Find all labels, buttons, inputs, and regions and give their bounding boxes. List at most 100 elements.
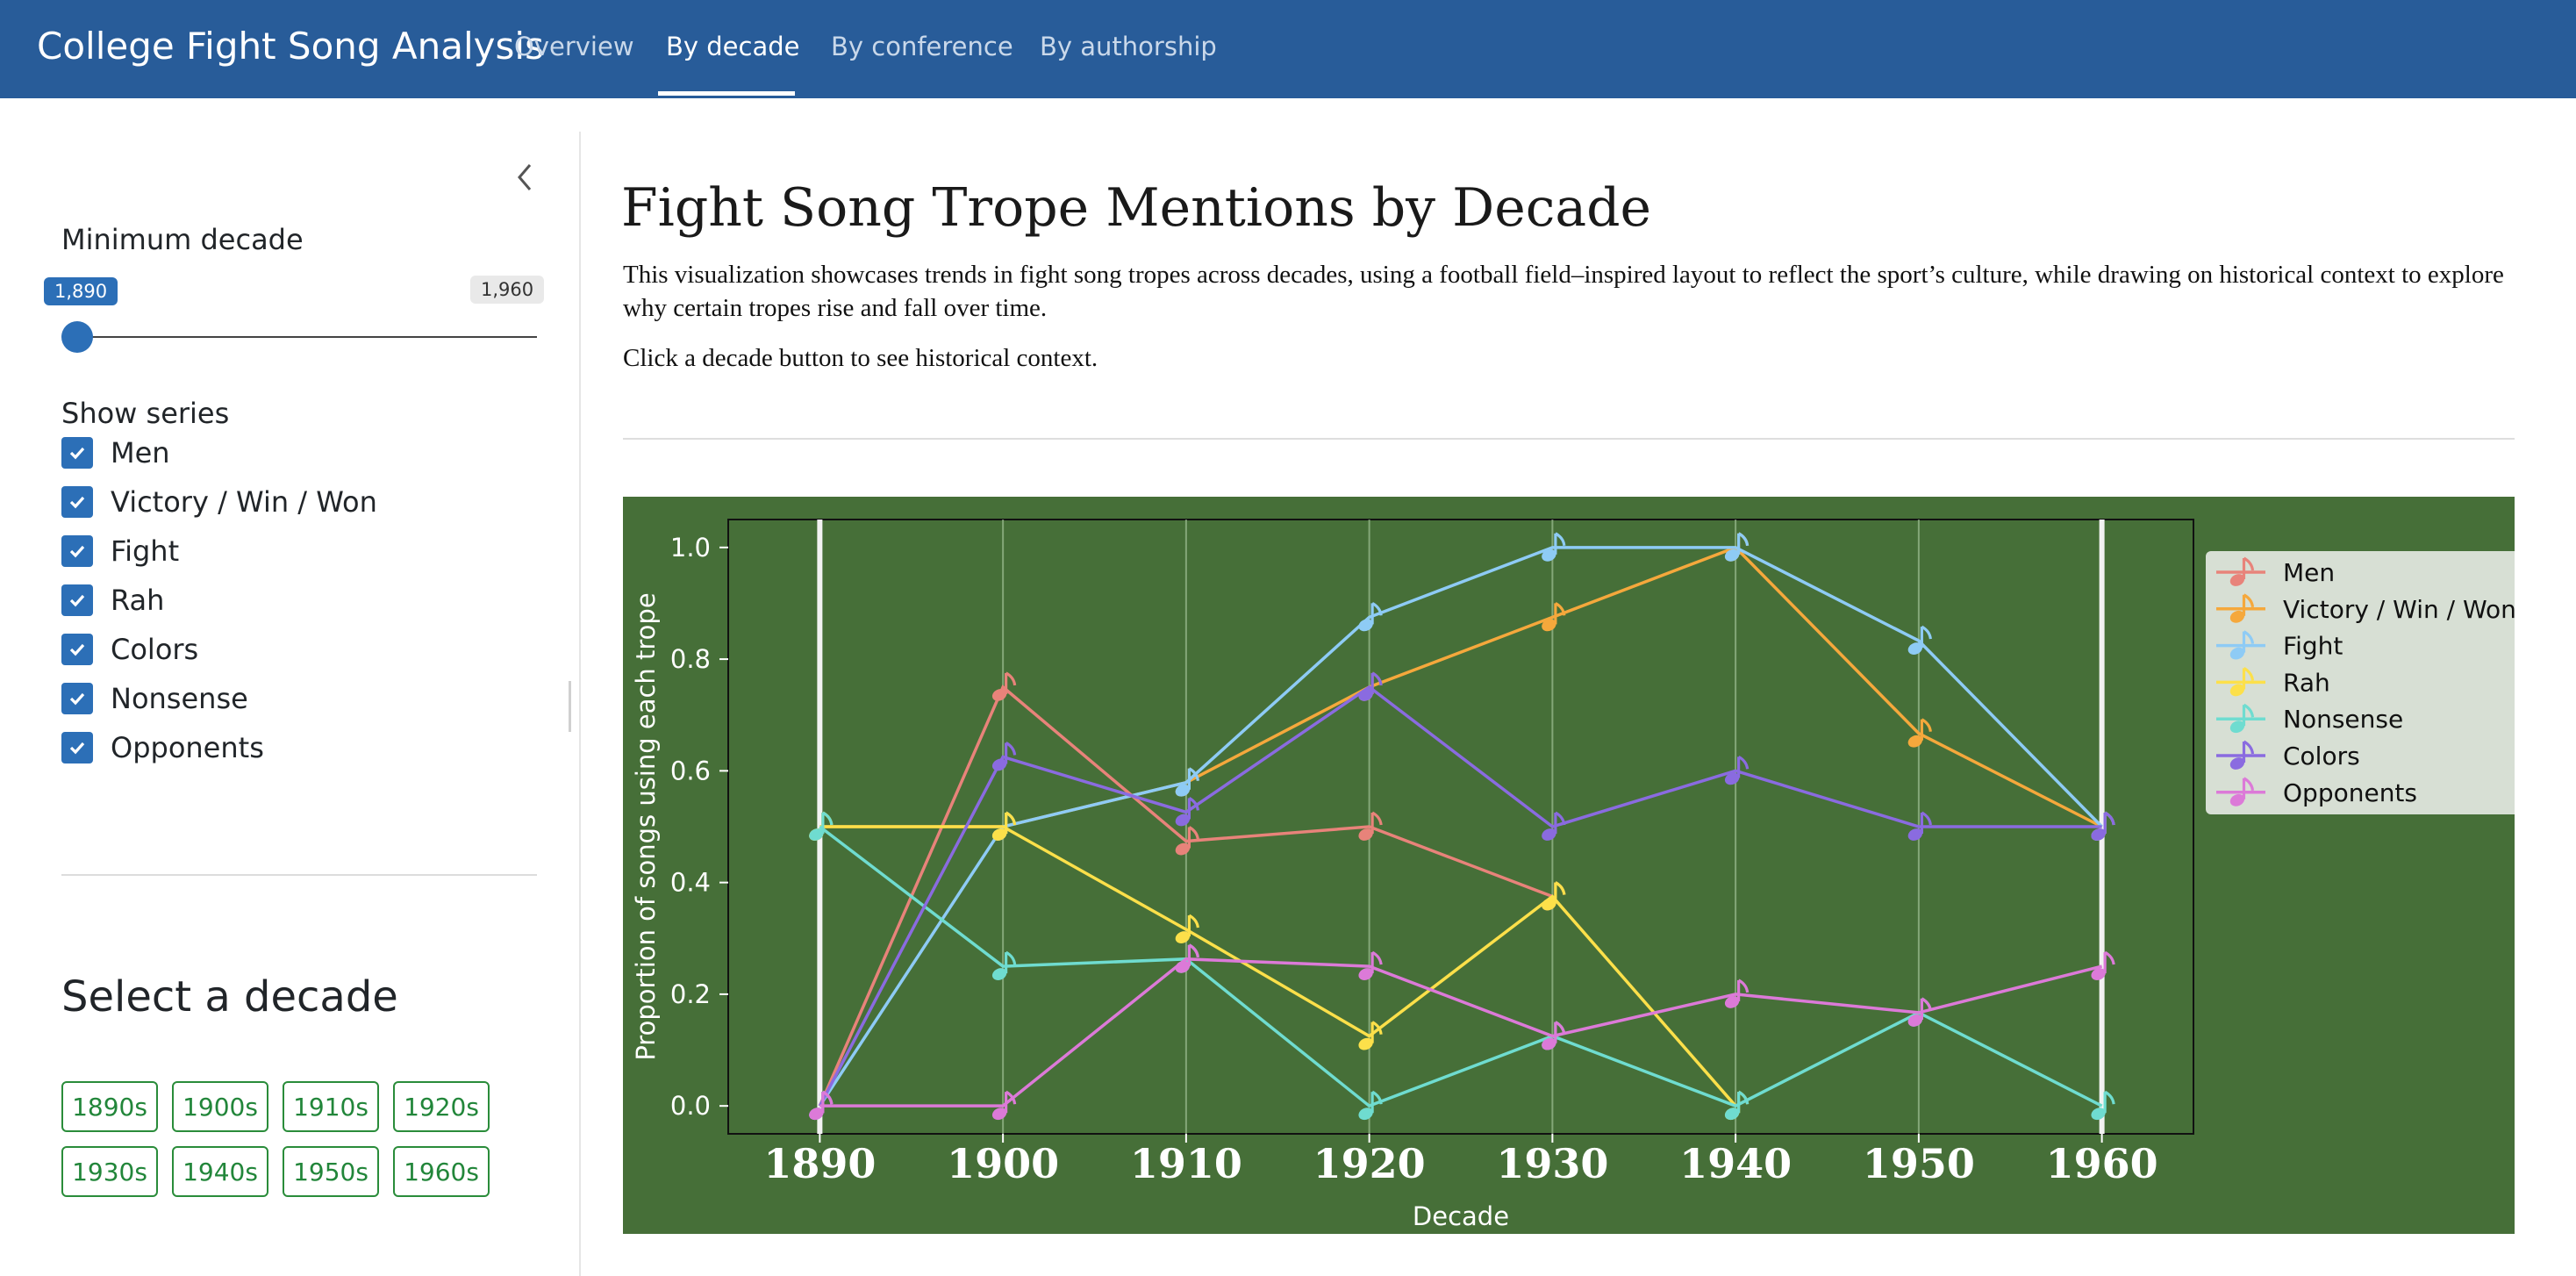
legend-note-icon xyxy=(2229,740,2255,770)
series-line-rah xyxy=(819,825,1737,1108)
decade-button-1910s[interactable]: 1910s xyxy=(283,1081,379,1132)
legend-note-icon xyxy=(2229,703,2255,734)
data-point-men xyxy=(1358,811,1383,841)
data-point-opponents xyxy=(1358,950,1383,980)
min-decade-label: Minimum decade xyxy=(61,223,304,256)
checkbox-checked-icon[interactable] xyxy=(61,584,93,616)
data-point-fight xyxy=(1724,532,1750,562)
data-point-nonsense xyxy=(991,950,1017,980)
x-tick-label: 1940 xyxy=(1679,1140,1792,1187)
legend-note-icon xyxy=(2229,667,2255,697)
checkbox-checked-icon[interactable] xyxy=(61,535,93,567)
series-checkbox-fight[interactable]: Fight xyxy=(61,534,179,569)
legend-note-icon xyxy=(2229,593,2255,623)
y-tick-label: 0.8 xyxy=(670,644,711,674)
data-point-colors xyxy=(1724,755,1750,785)
series-checkbox-opponents[interactable]: Opponents xyxy=(61,730,264,765)
plot-frame xyxy=(727,519,2194,1135)
data-point-men xyxy=(991,671,1017,701)
chevron-left-icon xyxy=(518,164,532,190)
data-point-nonsense xyxy=(2091,1090,2115,1121)
tab-by-decade[interactable]: By decade xyxy=(666,32,800,61)
data-point-victory-win-won xyxy=(1907,718,1932,748)
decade-button-1940s[interactable]: 1940s xyxy=(172,1146,268,1197)
x-tick-label: 1910 xyxy=(1130,1140,1242,1187)
checkbox-checked-icon[interactable] xyxy=(61,732,93,763)
trope-chart-svg: 0.0 0.2 0.4 0.6 0.8 1.0 1890 1900 1910 1920 1930 19… xyxy=(623,497,2523,1234)
app-title: College Fight Song Analysis xyxy=(37,25,544,68)
series-line-fight xyxy=(818,546,2103,1108)
legend-label: Men xyxy=(2283,558,2335,587)
min-decade-slider[interactable] xyxy=(77,336,537,338)
decade-button-1890s[interactable]: 1890s xyxy=(61,1081,158,1132)
data-point-men xyxy=(1175,826,1199,856)
checkbox-checked-icon[interactable] xyxy=(61,486,93,518)
active-tab-indicator xyxy=(658,91,795,96)
series-checkbox-label: Colors xyxy=(111,633,199,666)
data-point-victory-win-won xyxy=(1542,601,1566,632)
select-decade-title: Select a decade xyxy=(61,972,398,1022)
decade-button-1920s[interactable]: 1920s xyxy=(393,1081,490,1132)
tab-by-conference[interactable]: By conference xyxy=(831,32,1013,61)
data-point-colors xyxy=(1907,811,1932,841)
series-checkbox-men[interactable]: Men xyxy=(61,435,170,470)
x-tick-label: 1890 xyxy=(763,1140,876,1187)
slider-handle[interactable] xyxy=(61,321,93,353)
legend-label: Nonsense xyxy=(2283,705,2403,734)
data-point-nonsense xyxy=(809,811,834,841)
page-hint: Click a decade button to see historical … xyxy=(623,344,1098,372)
legend-label: Fight xyxy=(2283,632,2343,661)
y-axis-label: Proportion of songs using each trope xyxy=(631,592,661,1060)
series-checkbox-rah[interactable]: Rah xyxy=(61,583,164,618)
y-tick-label: 0.6 xyxy=(670,756,711,785)
series-line-nonsense xyxy=(819,825,2103,1108)
data-point-opponents xyxy=(2091,950,2115,980)
slider-max-value: 1,960 xyxy=(470,276,545,304)
decade-button-1960s[interactable]: 1960s xyxy=(393,1146,490,1197)
page-description: This visualization showcases trends in f… xyxy=(623,261,2504,322)
series-checkbox-label: Fight xyxy=(111,534,180,568)
tab-by-authorship[interactable]: By authorship xyxy=(1040,32,1217,61)
sidebar-border xyxy=(579,132,581,1276)
legend-label: Victory / Win / Won xyxy=(2283,595,2515,624)
tab-overview[interactable]: Overview xyxy=(514,32,634,61)
data-point-opponents xyxy=(1542,1021,1566,1050)
data-point-rah xyxy=(1175,914,1199,943)
checkbox-checked-icon[interactable] xyxy=(61,634,93,665)
series-checkbox-label: Nonsense xyxy=(111,682,248,715)
decade-button-1950s[interactable]: 1950s xyxy=(283,1146,379,1197)
series-checkbox-victory-win-won[interactable]: Victory / Win / Won xyxy=(61,484,377,520)
data-point-opponents xyxy=(991,1090,1017,1121)
data-point-fight xyxy=(1358,601,1383,632)
decade-button-1930s[interactable]: 1930s xyxy=(61,1146,158,1197)
series-checkbox-label: Men xyxy=(111,436,170,470)
data-point-colors xyxy=(1175,797,1199,827)
data-point-opponents xyxy=(1175,943,1199,973)
collapse-sidebar-button[interactable] xyxy=(509,156,540,198)
y-tick-label: 0.4 xyxy=(670,868,711,898)
decade-button-1900s[interactable]: 1900s xyxy=(172,1081,268,1132)
data-point-colors xyxy=(2091,811,2115,841)
series-checkbox-colors[interactable]: Colors xyxy=(61,632,198,667)
sidebar-divider xyxy=(61,874,537,876)
page-title: Fight Song Trope Mentions by Decade xyxy=(621,177,1652,239)
y-tick-label: 0.2 xyxy=(670,979,711,1009)
legend-note-icon xyxy=(2229,556,2255,586)
series-checkbox-label: Opponents xyxy=(111,731,264,764)
checkbox-checked-icon[interactable] xyxy=(61,683,93,714)
legend-note-icon xyxy=(2229,777,2255,806)
data-point-rah xyxy=(991,811,1017,841)
sidebar-resize-handle[interactable] xyxy=(569,681,571,732)
data-point-opponents xyxy=(809,1090,834,1121)
data-point-fight xyxy=(1542,532,1566,562)
checkbox-checked-icon[interactable] xyxy=(61,437,93,469)
data-point-rah xyxy=(1542,881,1566,911)
content-divider xyxy=(623,438,2515,440)
x-tick-label: 1930 xyxy=(1496,1140,1608,1187)
data-point-nonsense xyxy=(1724,1090,1750,1121)
navbar: College Fight Song Analysis Overview By … xyxy=(0,0,2576,98)
series-line-opponents xyxy=(819,957,2103,1108)
series-checkbox-nonsense[interactable]: Nonsense xyxy=(61,681,248,716)
x-tick-label: 1950 xyxy=(1863,1140,1975,1187)
slider-current-value: 1,890 xyxy=(44,277,118,305)
